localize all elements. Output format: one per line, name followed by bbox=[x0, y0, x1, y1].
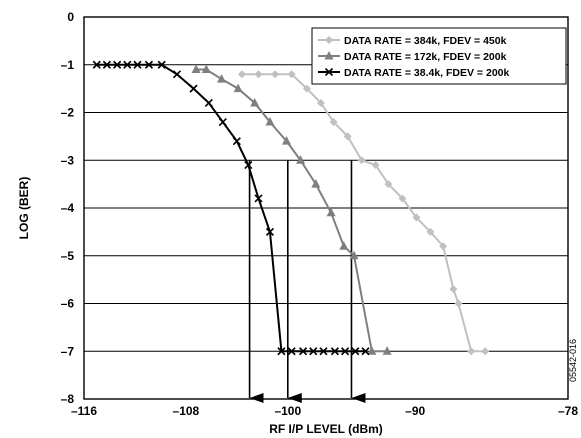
data-point bbox=[172, 70, 182, 79]
data-point bbox=[467, 347, 476, 356]
data-point bbox=[325, 36, 333, 44]
data-point bbox=[343, 132, 352, 141]
data-point bbox=[254, 194, 263, 203]
data-point bbox=[287, 347, 296, 356]
data-point bbox=[218, 117, 227, 127]
data-point bbox=[449, 285, 458, 294]
legend-label: DATA RATE = 38.4k, FDEV = 200k bbox=[344, 67, 509, 79]
x-tick-label: –78 bbox=[558, 404, 578, 418]
data-point bbox=[341, 347, 350, 356]
data-point bbox=[439, 242, 448, 251]
legend-box bbox=[311, 27, 567, 85]
data-point bbox=[351, 347, 360, 356]
series-line bbox=[96, 63, 366, 353]
data-point bbox=[233, 83, 243, 93]
data-point bbox=[481, 347, 490, 356]
data-point bbox=[102, 60, 111, 69]
data-point bbox=[189, 84, 198, 93]
x-tick-label: –90 bbox=[405, 404, 425, 418]
legend: DATA RATE = 384k, FDEV = 450k DATA RATE =… bbox=[311, 27, 567, 85]
x-axis-label: RF I/P LEVEL (dBm) bbox=[269, 422, 383, 436]
data-point bbox=[113, 60, 122, 69]
data-point bbox=[204, 98, 213, 108]
data-point bbox=[217, 74, 227, 83]
data-point bbox=[282, 136, 292, 145]
tick-labels: 0 –1 –2 –3 –4 –5 –6 –7 –8–116 –108 –100 –90 –78 bbox=[61, 10, 579, 418]
figure-id: 05542-016 bbox=[568, 339, 578, 382]
series-group bbox=[92, 60, 370, 356]
data-point bbox=[316, 98, 325, 107]
data-point bbox=[265, 117, 275, 126]
data-point bbox=[426, 227, 435, 236]
data-point bbox=[123, 60, 132, 69]
y-tick-label: –1 bbox=[61, 58, 75, 72]
y-axis-label: LOG (BER) bbox=[17, 177, 31, 240]
data-point bbox=[271, 70, 280, 79]
data-point bbox=[339, 241, 349, 250]
x-tick-label: –100 bbox=[274, 404, 301, 418]
legend-entry: DATA RATE = 384k, FDEV = 450k bbox=[318, 35, 507, 47]
data-point bbox=[367, 346, 377, 355]
data-point bbox=[265, 227, 275, 236]
data-point bbox=[382, 346, 392, 355]
x-tick-label: –116 bbox=[71, 404, 97, 418]
data-point bbox=[329, 118, 338, 127]
data-point bbox=[311, 179, 321, 188]
data-point bbox=[412, 213, 421, 222]
data-point bbox=[144, 60, 154, 69]
data-point bbox=[296, 155, 306, 164]
data-point bbox=[326, 207, 336, 217]
x-tick-label: –108 bbox=[173, 404, 200, 418]
series-group bbox=[237, 70, 490, 356]
data-point bbox=[254, 70, 263, 79]
data-point bbox=[287, 70, 296, 79]
legend-entry: DATA RATE = 38.4k, FDEV = 200k bbox=[318, 67, 509, 79]
data-point bbox=[201, 64, 211, 74]
data-point bbox=[237, 70, 246, 79]
series-group bbox=[191, 64, 392, 355]
data-point bbox=[244, 160, 253, 170]
y-tick-label: –5 bbox=[61, 249, 75, 263]
plot-frame bbox=[83, 16, 569, 400]
data-series bbox=[92, 60, 490, 356]
data-point bbox=[324, 51, 334, 60]
y-tick-label: –6 bbox=[61, 297, 75, 311]
legend-entry: DATA RATE = 172k, FDEV = 200k bbox=[318, 51, 507, 63]
data-point bbox=[157, 60, 166, 69]
data-point bbox=[92, 60, 101, 69]
data-point bbox=[250, 97, 260, 107]
y-tick-label: –4 bbox=[61, 201, 75, 215]
y-tick-label: 0 bbox=[67, 10, 74, 24]
data-point bbox=[302, 84, 311, 93]
data-point bbox=[232, 137, 241, 146]
y-tick-label: –3 bbox=[61, 153, 75, 167]
data-point bbox=[371, 161, 380, 170]
threshold-arrows bbox=[248, 160, 366, 403]
data-point bbox=[319, 347, 328, 356]
data-point bbox=[277, 347, 286, 356]
data-point bbox=[454, 299, 463, 308]
y-tick-label: –7 bbox=[61, 344, 75, 358]
data-point bbox=[349, 250, 359, 260]
data-point bbox=[324, 67, 334, 77]
data-point bbox=[133, 60, 142, 69]
data-point bbox=[330, 347, 339, 356]
data-point bbox=[357, 156, 366, 165]
legend-label: DATA RATE = 384k, FDEV = 450k bbox=[344, 35, 507, 47]
data-point bbox=[361, 347, 370, 356]
data-point bbox=[384, 180, 393, 189]
data-point bbox=[398, 194, 407, 203]
series-line bbox=[196, 68, 388, 353]
data-point bbox=[309, 347, 318, 356]
y-tick-label: –8 bbox=[61, 392, 75, 406]
grid-lines bbox=[84, 64, 568, 352]
legend-label: DATA RATE = 172k, FDEV = 200k bbox=[344, 51, 507, 63]
data-point bbox=[191, 64, 201, 74]
y-tick-label: –2 bbox=[61, 106, 75, 120]
data-point bbox=[299, 347, 308, 356]
